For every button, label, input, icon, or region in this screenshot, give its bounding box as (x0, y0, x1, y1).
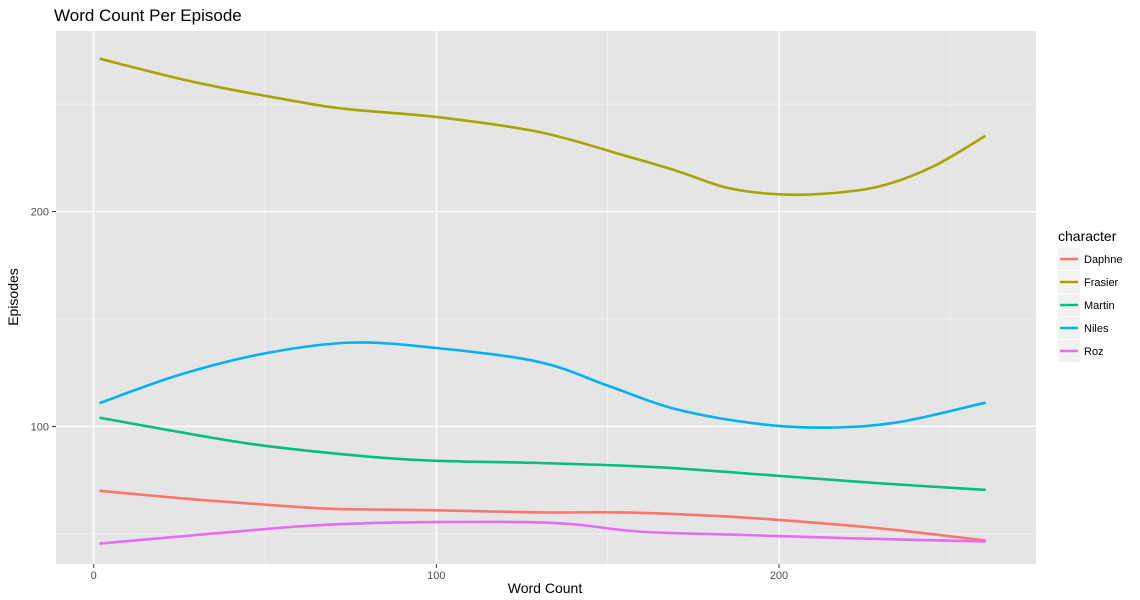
legend-item-daphne: Daphne (1058, 248, 1123, 270)
legend-label: Roz (1084, 346, 1104, 358)
series-line-martin (99, 416, 986, 492)
legend-label: Frasier (1084, 277, 1119, 289)
legend-item-niles: Niles (1058, 317, 1109, 339)
legend-title: character (1058, 228, 1117, 244)
series-line-daphne (99, 489, 986, 542)
y-axis-title: Episodes (5, 268, 21, 326)
legend: character Daphne Frasier Martin Niles Roz (1058, 228, 1123, 362)
legend-item-roz: Roz (1058, 340, 1104, 362)
x-axis-ticks: 0 100 200 (91, 564, 788, 582)
x-tick-label: 100 (427, 570, 445, 582)
series-line-frasier (99, 57, 986, 197)
y-tick-label: 200 (31, 207, 49, 219)
series-line-niles (99, 341, 986, 429)
x-tick-label: 0 (91, 570, 97, 582)
x-tick-label: 200 (770, 570, 788, 582)
x-axis-title: Word Count (508, 580, 583, 596)
y-axis-ticks: 100 200 (31, 207, 56, 433)
series-lines (99, 57, 986, 545)
series-line-roz (99, 520, 986, 545)
legend-label: Daphne (1084, 254, 1123, 266)
plot-panel (56, 31, 1036, 564)
legend-label: Niles (1084, 323, 1109, 335)
chart-title: Word Count Per Episode (54, 6, 242, 25)
legend-items: Daphne Frasier Martin Niles Roz (1058, 248, 1123, 362)
legend-label: Martin (1084, 300, 1115, 312)
legend-item-frasier: Frasier (1058, 271, 1119, 293)
y-tick-label: 100 (31, 421, 49, 433)
legend-item-martin: Martin (1058, 294, 1115, 316)
